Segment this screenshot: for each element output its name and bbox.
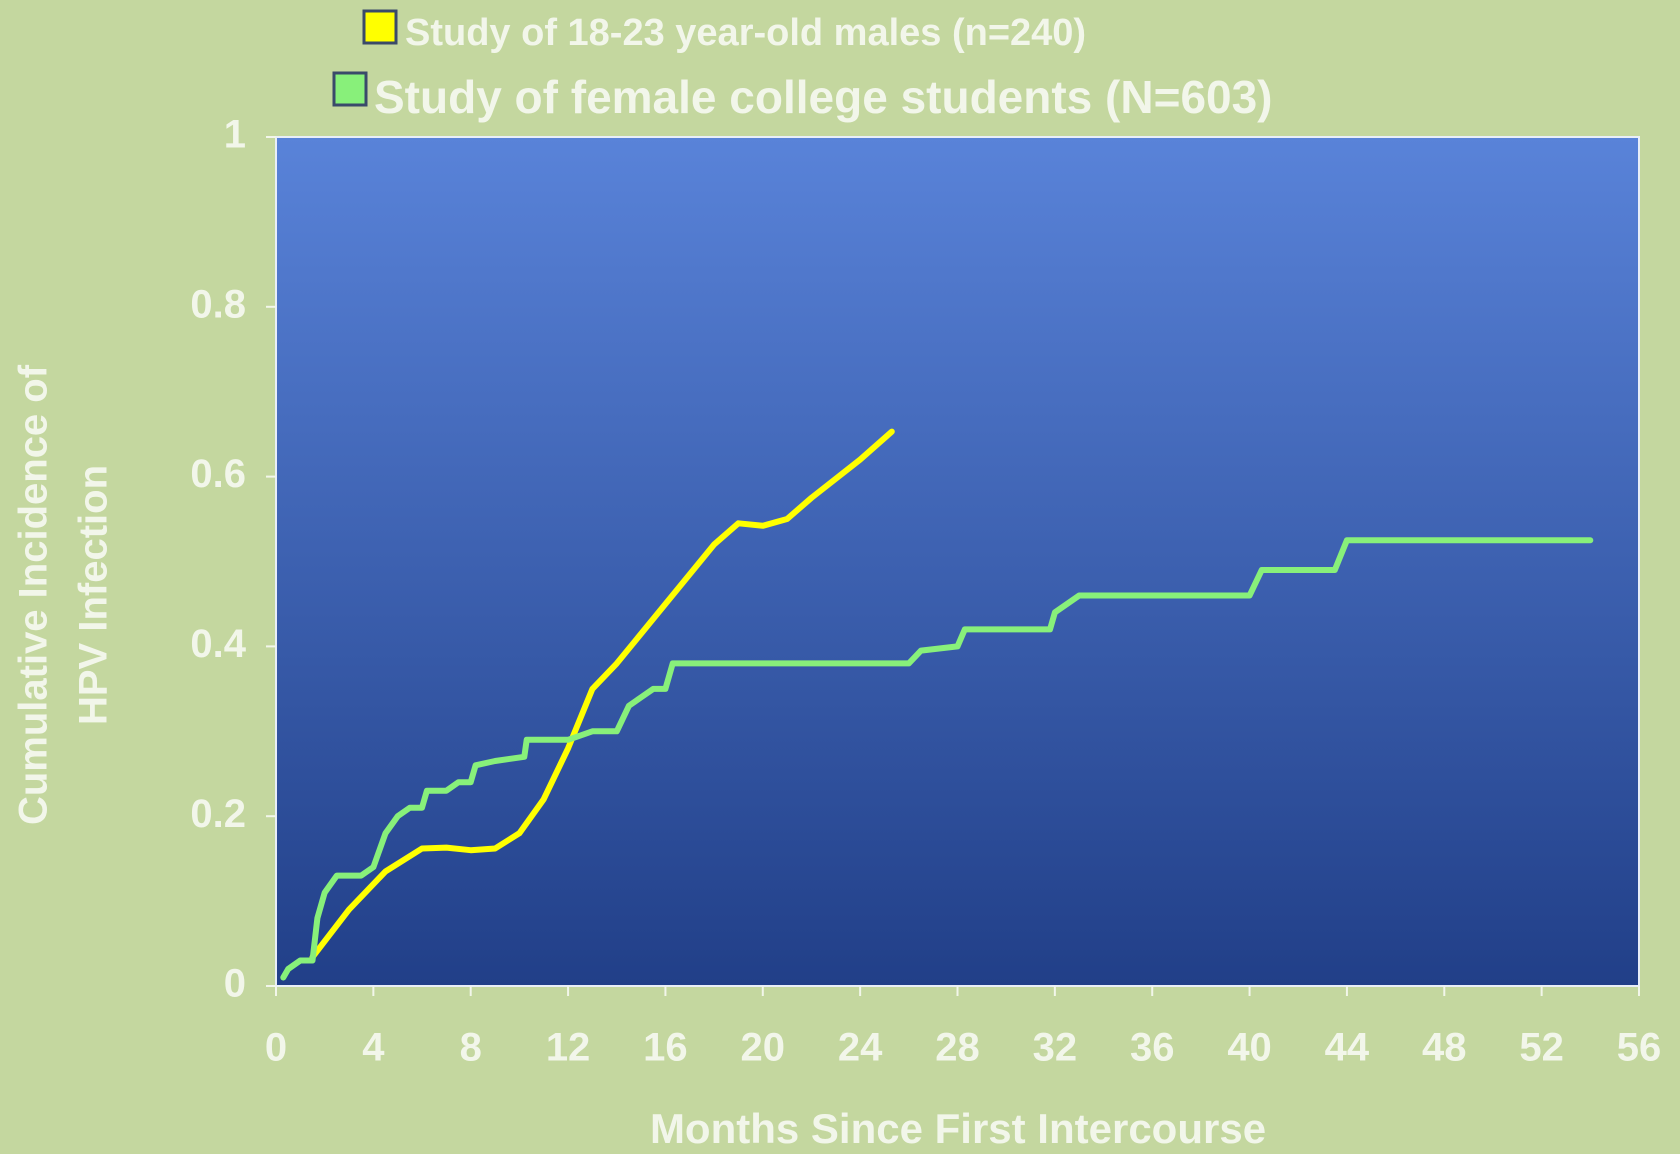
- x-tick-label: 20: [741, 1026, 786, 1070]
- legend-swatch: [332, 71, 368, 107]
- x-tick-label: 8: [460, 1026, 482, 1070]
- legend-swatch: [362, 9, 398, 45]
- x-tick-label: 36: [1130, 1026, 1175, 1070]
- x-axis-label: Months Since First Intercourse: [650, 1105, 1266, 1152]
- x-tick-label: 32: [1033, 1026, 1078, 1070]
- y-axis-label: Cumulative Incidence of HPV Infection: [12, 364, 116, 825]
- x-tick-label: 24: [838, 1026, 883, 1070]
- y-tick-label: 0.4: [190, 622, 246, 666]
- x-tick-label: 56: [1617, 1026, 1662, 1070]
- legend-label: Study of 18-23 year-old males (n=240): [405, 12, 1086, 54]
- x-tick-label: 40: [1227, 1026, 1272, 1070]
- x-tick-label: 52: [1519, 1026, 1564, 1070]
- x-tick-label: 16: [643, 1026, 688, 1070]
- y-axis-label-line: Cumulative Incidence of: [12, 364, 56, 825]
- series-line: [280, 537, 1594, 981]
- y-tick-label: 1: [224, 113, 246, 157]
- plot-area: [275, 136, 1640, 987]
- x-tick-label: 28: [935, 1026, 980, 1070]
- y-axis-label-line: HPV Infection: [72, 465, 116, 725]
- y-tick-label: 0: [224, 962, 246, 1006]
- y-tick-label: 0.2: [190, 792, 246, 836]
- y-tick-label: 0.6: [190, 452, 246, 496]
- x-tick-label: 4: [362, 1026, 385, 1070]
- legend-label: Study of female college students (N=603): [374, 71, 1273, 123]
- x-tick-label: 44: [1325, 1026, 1370, 1070]
- y-tick-label: 0.8: [190, 282, 246, 326]
- x-tick-label: 12: [546, 1026, 591, 1070]
- x-tick-label: 0: [265, 1026, 287, 1070]
- series-line: [309, 428, 895, 961]
- x-tick-label: 48: [1422, 1026, 1467, 1070]
